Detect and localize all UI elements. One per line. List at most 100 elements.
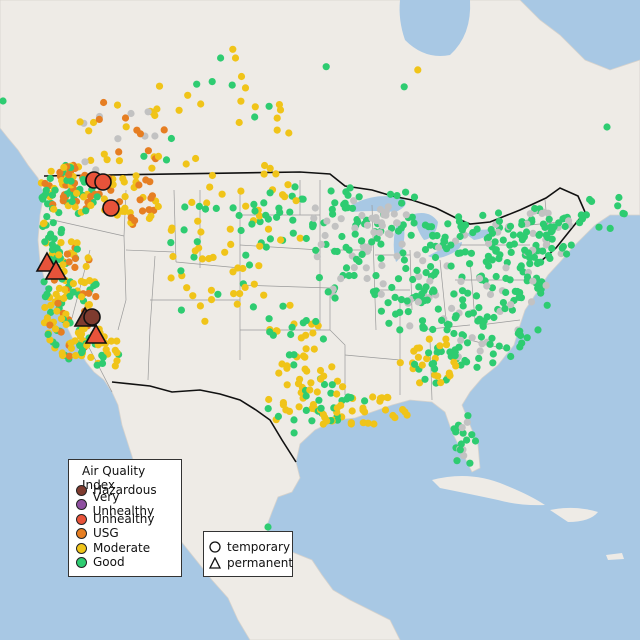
station-marker [415, 273, 423, 281]
station-marker [237, 226, 245, 235]
station-marker [393, 252, 401, 260]
station-marker [264, 523, 272, 531]
station-marker [248, 220, 256, 228]
station-marker [333, 247, 341, 256]
station-marker [479, 211, 487, 219]
station-marker [456, 446, 464, 454]
station-marker [466, 260, 474, 268]
station-marker [483, 282, 491, 290]
station-marker [376, 229, 384, 237]
station-marker [409, 275, 417, 284]
station-marker [283, 362, 291, 370]
station-marker [377, 307, 385, 315]
station-marker [52, 341, 60, 349]
monitor-type-legend: temporary permanent [203, 531, 293, 577]
station-marker [323, 417, 331, 425]
station-marker [69, 280, 77, 288]
station-marker [265, 315, 273, 323]
station-marker [82, 262, 90, 271]
station-marker [55, 251, 63, 259]
station-marker [57, 328, 65, 336]
station-marker [85, 301, 93, 309]
station-marker [377, 240, 385, 248]
station-marker [463, 418, 471, 426]
station-marker [279, 302, 287, 310]
station-marker [331, 222, 339, 230]
station-marker [416, 379, 424, 387]
station-marker [499, 299, 507, 307]
station-marker [261, 161, 269, 170]
station-marker [262, 243, 270, 251]
station-marker [154, 202, 162, 211]
station-marker [451, 352, 459, 360]
station-marker [429, 231, 437, 239]
station-marker [43, 213, 51, 221]
station-marker [378, 261, 386, 270]
station-marker [486, 290, 495, 299]
station-marker [606, 224, 614, 232]
station-marker [144, 108, 152, 116]
station-marker [84, 254, 92, 262]
station-marker [313, 388, 321, 396]
legend-title: Air Quality Index [82, 464, 146, 492]
station-marker [71, 263, 79, 271]
station-marker [251, 103, 259, 111]
station-marker [342, 264, 351, 272]
station-marker [422, 283, 430, 291]
station-marker [49, 219, 57, 227]
station-marker [450, 358, 458, 366]
station-marker [307, 379, 315, 387]
station-marker [355, 193, 363, 201]
station-marker [227, 240, 235, 248]
station-marker [544, 233, 552, 242]
station-marker [359, 419, 367, 427]
station-marker [47, 167, 55, 175]
station-marker [264, 215, 272, 223]
station-marker [87, 201, 95, 209]
station-marker [229, 268, 237, 276]
station-marker [421, 375, 429, 383]
station-marker [398, 240, 406, 248]
station-marker [206, 183, 214, 191]
station-marker [147, 194, 155, 202]
station-marker [430, 271, 438, 279]
station-marker [95, 115, 103, 123]
station-marker [429, 325, 437, 334]
station-marker [208, 171, 216, 180]
station-marker [339, 383, 347, 391]
station-marker [614, 202, 622, 210]
station-marker [577, 211, 585, 219]
station-marker [542, 281, 550, 289]
station-marker [515, 289, 523, 297]
station-marker [249, 303, 257, 311]
station-marker [265, 395, 273, 404]
station-marker [337, 275, 345, 283]
station-marker [132, 172, 140, 180]
station-marker [53, 307, 61, 315]
station-marker [419, 257, 427, 265]
station-marker [475, 354, 483, 362]
station-marker [245, 261, 254, 269]
station-marker [85, 289, 93, 297]
station-marker [203, 199, 211, 207]
legend-row-moderate: Moderate [76, 541, 150, 555]
station-marker [452, 312, 460, 320]
station-marker [392, 310, 400, 318]
station-marker [468, 431, 476, 439]
station-marker [154, 152, 163, 160]
station-marker [460, 223, 468, 231]
station-marker [369, 393, 377, 401]
station-marker [456, 232, 464, 241]
station-marker [453, 457, 461, 465]
station-marker [531, 204, 539, 213]
station-marker [177, 306, 185, 314]
station-marker [43, 314, 52, 322]
station-marker [239, 264, 247, 273]
station-marker [350, 271, 358, 280]
station-marker [361, 408, 369, 416]
station-marker [195, 202, 203, 210]
station-marker [479, 321, 487, 329]
station-marker [337, 215, 345, 223]
station-marker [324, 288, 332, 296]
station-marker [425, 335, 433, 343]
